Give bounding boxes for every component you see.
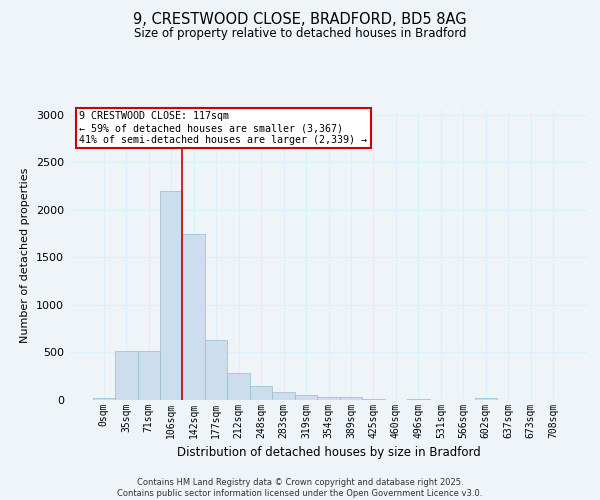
Text: Contains HM Land Registry data © Crown copyright and database right 2025.
Contai: Contains HM Land Registry data © Crown c… — [118, 478, 482, 498]
Text: 9 CRESTWOOD CLOSE: 117sqm
← 59% of detached houses are smaller (3,367)
41% of se: 9 CRESTWOOD CLOSE: 117sqm ← 59% of detac… — [79, 112, 367, 144]
Text: 9, CRESTWOOD CLOSE, BRADFORD, BD5 8AG: 9, CRESTWOOD CLOSE, BRADFORD, BD5 8AG — [133, 12, 467, 28]
Bar — [205, 340, 227, 400]
Bar — [160, 191, 182, 400]
Bar — [407, 398, 430, 400]
Bar — [272, 392, 295, 400]
Bar — [227, 374, 250, 400]
Bar — [92, 398, 115, 400]
Bar — [362, 398, 385, 400]
Bar — [182, 234, 205, 400]
Bar — [340, 397, 362, 400]
Bar — [295, 395, 317, 400]
Bar — [250, 386, 272, 400]
Bar — [137, 350, 160, 400]
X-axis label: Distribution of detached houses by size in Bradford: Distribution of detached houses by size … — [176, 446, 481, 460]
Bar — [475, 398, 497, 400]
Bar — [317, 396, 340, 400]
Text: Size of property relative to detached houses in Bradford: Size of property relative to detached ho… — [134, 28, 466, 40]
Y-axis label: Number of detached properties: Number of detached properties — [20, 168, 31, 342]
Bar — [115, 350, 137, 400]
